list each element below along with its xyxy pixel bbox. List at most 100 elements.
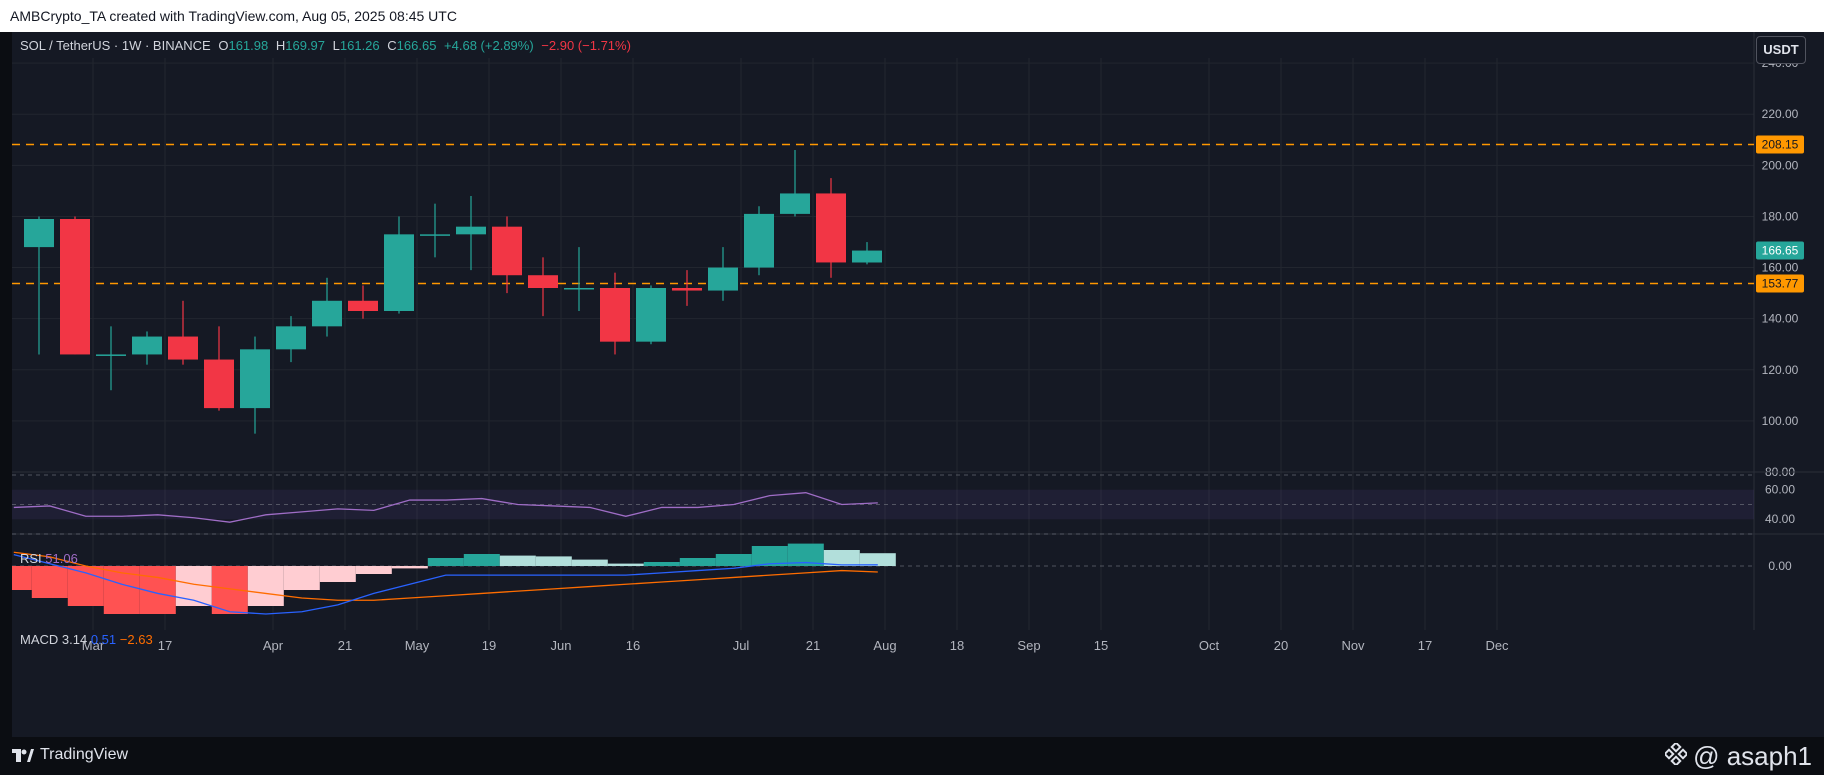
x-tick-label: Sep [1017, 638, 1040, 653]
candle-body [816, 193, 846, 263]
macd-histogram-bar [427, 558, 464, 566]
macd-histogram-bar [499, 555, 536, 566]
price-label-box [1756, 241, 1804, 260]
brand-text: TradingView [40, 746, 129, 763]
macd-histogram-bar [67, 566, 104, 606]
candle-body [384, 234, 414, 311]
price-label: 166.65 [1762, 244, 1799, 258]
x-tick-label: 19 [482, 638, 496, 653]
candle-body [24, 219, 54, 248]
macd-histogram-bar [31, 566, 68, 598]
macd-histogram-bar [463, 554, 500, 566]
close-value: 166.65 [396, 38, 437, 53]
candle-body [708, 267, 738, 291]
watermark-text: @ asaph1 [1693, 741, 1812, 771]
rsi-value: 51.06 [45, 551, 78, 566]
price-tick-label: 100.00 [1762, 414, 1799, 428]
macd-histogram-bar [283, 566, 320, 590]
candle-body [96, 354, 126, 356]
rsi-line [13, 492, 878, 523]
candle-body [420, 234, 450, 236]
candle-body [240, 349, 270, 409]
macd-histogram-bar [679, 558, 716, 566]
macd-histogram-bar [535, 556, 572, 566]
rsi-legend: RSI 51.06 [20, 551, 78, 566]
x-tick-label: 17 [158, 638, 172, 653]
chart-svg[interactable]: 80.00100.00120.00140.00160.00180.00200.0… [12, 32, 1824, 737]
x-tick-label: Aug [873, 638, 896, 653]
watermark: @ asaph1 [1663, 741, 1812, 772]
chart-area[interactable]: 80.00 100.00 120.00 140.00 160.00 180.00 200.0… [12, 32, 1824, 737]
candle-body [132, 336, 162, 355]
candle-body [852, 250, 882, 263]
candle-body [168, 336, 198, 360]
macd-legend: MACD 3.14 0.51 −2.63 [20, 632, 153, 647]
binance-icon [1663, 741, 1689, 772]
macd-histogram-bar [823, 550, 860, 566]
rsi-tick-label: 60.00 [1765, 483, 1795, 497]
price-tick-label: 180.00 [1762, 209, 1799, 223]
macd-histogram-bar [859, 553, 896, 566]
currency-button[interactable]: USDT [1756, 36, 1806, 64]
candle-body [312, 300, 342, 327]
price-tick-label: 160.00 [1762, 261, 1799, 275]
price-label: 208.15 [1762, 138, 1799, 152]
macd-histogram-bar [247, 566, 284, 606]
macd-line [13, 553, 878, 615]
attribution-bar: AMBCrypto_TA created with TradingView.co… [0, 0, 1824, 32]
footer-bar: TradingView @ asaph1 [0, 737, 1824, 775]
x-tick-label: 21 [806, 638, 820, 653]
candle-body [60, 219, 90, 355]
low-value: 161.26 [339, 38, 380, 53]
candle-body [564, 288, 594, 290]
candle-body [348, 300, 378, 311]
symbol-label[interactable]: SOL / TetherUS · 1W · BINANCE [20, 38, 211, 53]
candle-body [672, 288, 702, 291]
x-tick-label: 21 [338, 638, 352, 653]
price-tick-label: 200.00 [1762, 158, 1799, 172]
candle-body [600, 288, 630, 342]
macd-histogram-bar [12, 566, 32, 590]
change-value: +4.68 (+2.89%) [444, 38, 534, 53]
high-label: H [275, 38, 286, 53]
candle-body [528, 275, 558, 288]
x-tick-label: Jul [733, 638, 750, 653]
change2-value: −2.90 (−1.71%) [541, 38, 631, 53]
macd-histogram-bar [319, 566, 356, 582]
candle-body [492, 226, 522, 276]
candle-body [636, 288, 666, 342]
macd-histogram-bar [643, 562, 680, 566]
candle-body [780, 193, 810, 214]
x-tick-label: 17 [1418, 638, 1432, 653]
open-value: 161.98 [228, 38, 269, 53]
x-tick-label: May [405, 638, 430, 653]
price-tick-label: 140.00 [1762, 312, 1799, 326]
macd-signal-line [13, 551, 878, 601]
macd-histogram-bar [607, 563, 644, 566]
price-tick-label: 220.00 [1762, 107, 1799, 121]
macd-value: 3.14 [61, 632, 88, 647]
macd-histogram-bar [355, 566, 392, 574]
macd-histogram-bar [391, 566, 428, 569]
candle-body [276, 326, 306, 350]
hist-value: −2.63 [119, 632, 153, 647]
tradingview-brand[interactable]: TradingView [12, 746, 128, 764]
x-tick-label: 18 [950, 638, 964, 653]
macd-histogram-bar [751, 546, 788, 566]
rsi-tick-label: 40.00 [1765, 512, 1795, 526]
x-tick-label: Mar [82, 638, 105, 653]
ohlc-legend: SOL / TetherUS · 1W · BINANCE O161.98 H1… [20, 38, 635, 53]
x-tick-label: Nov [1341, 638, 1365, 653]
price-label: 153.77 [1762, 276, 1799, 290]
macd-histogram-bar [787, 543, 824, 566]
signal-value: 0.51 [90, 632, 117, 647]
high-value: 169.97 [285, 38, 326, 53]
x-tick-label: Dec [1485, 638, 1509, 653]
low-label: L [332, 38, 340, 53]
attribution-text: AMBCrypto_TA created with TradingView.co… [10, 8, 457, 24]
macd-histogram-bar [571, 559, 608, 566]
candle-body [744, 213, 774, 268]
x-tick-label: Jun [551, 638, 572, 653]
macd-histogram-bar [715, 554, 752, 566]
tradingview-logo-icon [12, 748, 34, 762]
